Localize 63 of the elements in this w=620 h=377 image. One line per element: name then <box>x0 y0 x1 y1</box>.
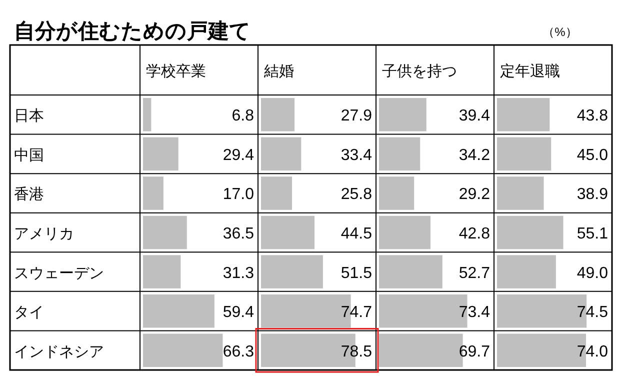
data-label: 29.2 <box>458 186 490 204</box>
y-tick-label: アメリカ <box>14 226 74 242</box>
data-label: 74.7 <box>340 304 372 322</box>
data-label: 44.5 <box>340 226 372 242</box>
y-tick-label: タイ <box>14 304 44 322</box>
bar <box>143 294 214 328</box>
data-label: 39.4 <box>458 108 490 125</box>
chart-title: 子供を持つ <box>382 63 457 80</box>
data-label: 66.3 <box>222 343 254 360</box>
y-tick-label: 中国 <box>14 146 44 164</box>
data-label: 33.4 <box>340 146 372 164</box>
data-label: 49.0 <box>576 264 608 282</box>
bar <box>143 334 223 367</box>
data-label: 27.9 <box>340 108 372 125</box>
text: 自分が住むための戸建て <box>14 20 251 43</box>
bar <box>261 216 315 250</box>
bar <box>379 176 414 210</box>
bar <box>379 216 430 250</box>
data-label: 55.1 <box>576 226 608 242</box>
bar <box>143 255 181 288</box>
chart-title: 学校卒業 <box>146 63 206 80</box>
data-label: 45.0 <box>576 146 608 164</box>
bar <box>143 137 178 171</box>
bar <box>497 98 550 132</box>
data-label: 6.8 <box>232 108 254 125</box>
data-label: 34.2 <box>458 146 490 164</box>
data-label: 51.5 <box>340 264 372 282</box>
bar <box>143 216 187 250</box>
data-label: 36.5 <box>222 226 254 242</box>
bar <box>497 137 552 171</box>
bar <box>261 176 292 210</box>
data-label: 38.9 <box>576 186 608 204</box>
bar <box>143 176 164 210</box>
data-label: 74.0 <box>576 343 608 360</box>
bar <box>379 255 442 288</box>
data-label: 73.4 <box>458 304 490 322</box>
data-label: 69.7 <box>458 343 490 360</box>
data-label: 17.0 <box>222 186 254 204</box>
bar <box>497 255 556 288</box>
chart-title: 結婚 <box>263 63 294 80</box>
data-label: 29.4 <box>222 146 254 164</box>
y-tick-label: 日本 <box>14 108 44 125</box>
bar <box>261 137 302 171</box>
data-label: 43.8 <box>576 108 608 125</box>
data-label: 59.4 <box>222 304 254 322</box>
bar <box>261 255 323 288</box>
bar <box>379 98 426 132</box>
bar <box>379 137 420 171</box>
bar <box>261 98 295 132</box>
text: （%） <box>542 25 578 39</box>
data-label: 74.5 <box>576 304 608 322</box>
data-label: 78.5 <box>340 343 372 360</box>
data-label: 25.8 <box>340 186 372 204</box>
data-label: 42.8 <box>458 226 490 242</box>
y-tick-label: インドネシア <box>14 343 104 360</box>
data-label: 31.3 <box>222 264 254 282</box>
data-label: 52.7 <box>458 264 490 282</box>
bar <box>497 176 544 210</box>
y-tick-label: 香港 <box>14 186 44 204</box>
bar <box>497 216 564 250</box>
chart-title: 定年退職 <box>500 63 560 80</box>
bar <box>143 98 152 132</box>
y-tick-label: スウェーデン <box>14 264 104 282</box>
